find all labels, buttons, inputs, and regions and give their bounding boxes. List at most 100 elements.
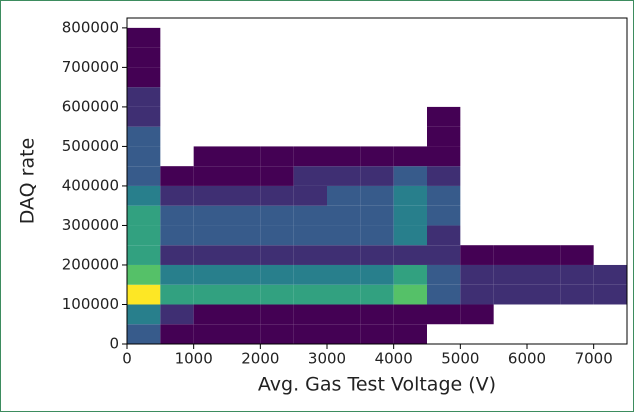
cell [160,264,194,285]
y-tick-label: 600000 [62,97,119,115]
cell [160,185,194,206]
cell [160,166,194,186]
cell [360,146,394,167]
cell [127,225,161,246]
cell [360,185,394,206]
cell [127,87,161,107]
cell [460,264,494,285]
cell [427,106,461,127]
cell [260,166,294,186]
cell [360,264,394,285]
cell [327,146,361,167]
cell [127,126,161,147]
cell [293,304,327,325]
cell [393,264,427,285]
cells [127,27,627,344]
cell [160,205,194,226]
cell [193,166,227,186]
cell [393,225,427,246]
cell [127,185,161,206]
cell [227,284,261,305]
cell [527,264,561,285]
cell [460,245,494,265]
cell [260,185,294,206]
cell [260,146,294,167]
x-axis-label: Avg. Gas Test Voltage (V) [258,374,496,396]
cell [393,324,427,344]
cell [127,166,161,186]
cell [427,284,461,305]
x-tick-label: 2000 [241,350,279,368]
cell [193,225,227,246]
plot-frame [126,17,628,345]
cell [427,304,461,325]
cell [560,284,594,305]
cell [427,245,461,265]
cell [160,324,194,344]
cell [293,166,327,186]
cell [293,264,327,285]
cell [193,284,227,305]
cell [327,324,361,344]
x-tick-label: 4000 [375,350,413,368]
cell [127,264,161,285]
cell [293,324,327,344]
cell [327,245,361,265]
cell [327,225,361,246]
cell [360,245,394,265]
cell [393,146,427,167]
x-tick-label: 3000 [308,350,346,368]
cell [360,225,394,246]
cell [127,27,161,48]
cell [127,146,161,167]
cell [193,146,227,167]
cell [293,225,327,246]
cell [193,304,227,325]
cell [427,166,461,186]
cell [260,284,294,305]
cell [127,304,161,325]
cell [293,185,327,206]
y-tick-label: 100000 [62,295,119,313]
cell [160,225,194,246]
cell [360,284,394,305]
cell [127,67,161,88]
cell [327,166,361,186]
cell [393,304,427,325]
cell [127,284,161,305]
cell [227,245,261,265]
cell [160,304,194,325]
y-tick-label: 400000 [62,176,119,194]
cell [360,205,394,226]
cell [360,324,394,344]
cell [527,245,561,265]
cell [227,225,261,246]
cell [260,304,294,325]
cell [427,185,461,206]
cell [327,185,361,206]
cell [227,304,261,325]
cell [260,264,294,285]
y-tick-label: 300000 [62,216,119,234]
cell [327,205,361,226]
cell [393,185,427,206]
x-tick-label: 7000 [575,350,613,368]
cell [593,284,627,305]
cell [260,245,294,265]
cell [427,146,461,167]
cell [293,146,327,167]
cell [260,324,294,344]
cell [460,284,494,305]
cell [393,245,427,265]
y-tick-label: 500000 [62,137,119,155]
cell [127,47,161,68]
cell [327,304,361,325]
cell [160,245,194,265]
cell [193,245,227,265]
cell [560,264,594,285]
cell [160,284,194,305]
cell [227,146,261,167]
cell [193,205,227,226]
y-tick-label: 0 [109,335,119,353]
cell [427,264,461,285]
